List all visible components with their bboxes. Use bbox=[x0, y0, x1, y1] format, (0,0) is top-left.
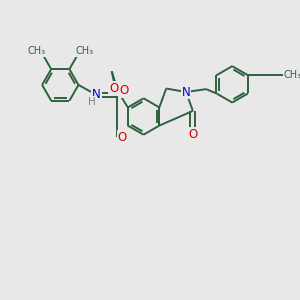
Text: O: O bbox=[188, 128, 197, 141]
Text: CH₃: CH₃ bbox=[284, 70, 300, 80]
Text: O: O bbox=[120, 84, 129, 97]
Text: O: O bbox=[109, 82, 119, 95]
Text: CH₃: CH₃ bbox=[27, 46, 45, 56]
Text: N: N bbox=[92, 88, 101, 101]
Text: H: H bbox=[88, 97, 96, 107]
Text: N: N bbox=[182, 85, 190, 98]
Text: CH₃: CH₃ bbox=[75, 46, 93, 56]
Text: O: O bbox=[118, 131, 127, 144]
